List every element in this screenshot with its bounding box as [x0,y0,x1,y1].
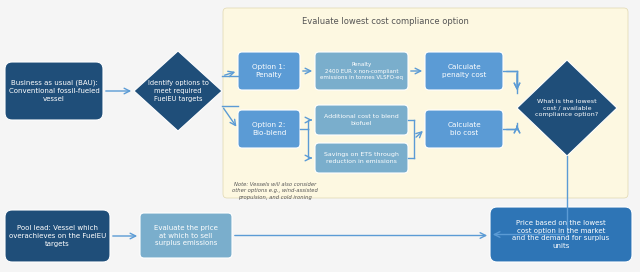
FancyBboxPatch shape [315,143,408,173]
FancyBboxPatch shape [490,207,632,262]
FancyBboxPatch shape [315,52,408,90]
Text: Price based on the lowest
cost option in the market
and the demand for surplus
u: Price based on the lowest cost option in… [513,220,610,249]
Text: Note: Vessels will also consider
other options e.g., wind-assisted
propulsion, a: Note: Vessels will also consider other o… [232,182,318,200]
Text: Calculate
bio cost: Calculate bio cost [447,122,481,136]
FancyBboxPatch shape [5,62,103,120]
Text: Savings on ETS through
reduction in emissions: Savings on ETS through reduction in emis… [324,152,399,164]
Text: Business as usual (BAU):
Conventional fossil-fueled
vessel: Business as usual (BAU): Conventional fo… [8,80,99,102]
FancyBboxPatch shape [238,110,300,148]
Text: Additional cost to blend
biofuel: Additional cost to blend biofuel [324,114,399,126]
Text: Option 1:
Penalty: Option 1: Penalty [252,64,285,78]
Text: Calculate
penalty cost: Calculate penalty cost [442,64,486,78]
FancyBboxPatch shape [223,8,628,198]
Text: Evaluate lowest cost compliance option: Evaluate lowest cost compliance option [301,17,468,26]
Text: Evaluate the price
at which to sell
surplus emissions: Evaluate the price at which to sell surp… [154,225,218,246]
Text: Option 2:
Bio-blend: Option 2: Bio-blend [252,122,286,136]
Text: Identify options to
meet required
FuelEU targets: Identify options to meet required FuelEU… [148,80,209,102]
Text: What is the lowest
cost / available
compliance option?: What is the lowest cost / available comp… [536,99,598,117]
Polygon shape [134,51,222,131]
FancyBboxPatch shape [425,110,503,148]
Polygon shape [517,60,617,156]
FancyBboxPatch shape [425,52,503,90]
FancyBboxPatch shape [5,210,110,262]
Text: Pool lead: Vessel which
overachieves on the FuelEU
targets: Pool lead: Vessel which overachieves on … [9,225,106,247]
Text: Penalty
2400 EUR x non-compliant
emissions in tonnes VLSFO-eq: Penalty 2400 EUR x non-compliant emissio… [320,62,403,80]
FancyBboxPatch shape [140,213,232,258]
FancyBboxPatch shape [315,105,408,135]
FancyBboxPatch shape [238,52,300,90]
